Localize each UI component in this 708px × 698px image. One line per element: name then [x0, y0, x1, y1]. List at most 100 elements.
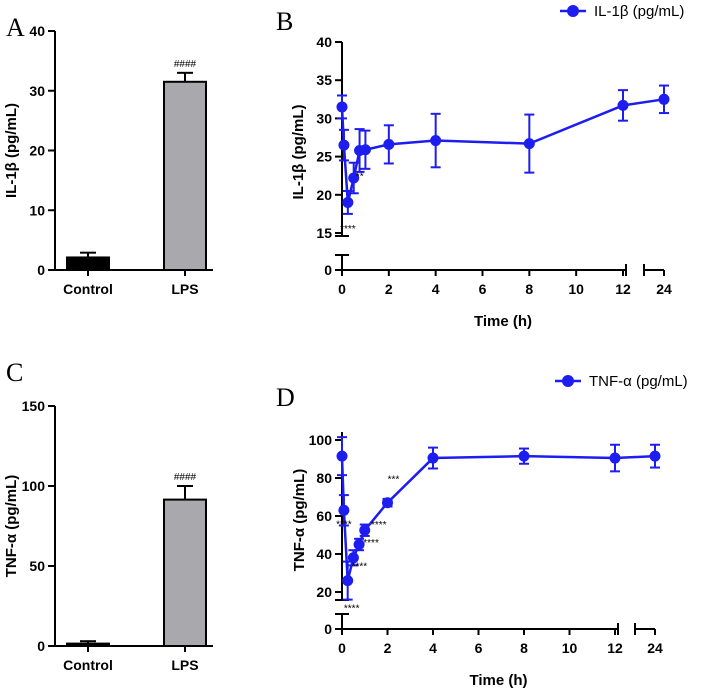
data-point	[382, 497, 393, 509]
data-point	[518, 450, 530, 462]
x-tick-label: 2	[384, 640, 392, 656]
x-tick-label: 4	[429, 640, 437, 656]
data-point	[347, 552, 359, 564]
x-tick-label: LPS	[171, 657, 198, 673]
y-axis-title: IL-1β (pg/mL)	[3, 103, 20, 198]
x-tick-label: 10	[568, 281, 584, 297]
y-tick-label: 20	[29, 143, 45, 159]
y-tick-label: 20	[316, 187, 332, 203]
y-tick-label: 35	[316, 72, 332, 88]
y-tick-label: 50	[29, 558, 45, 574]
panel-a-letter: A	[6, 13, 25, 42]
x-axis-title: Time (h)	[474, 313, 532, 330]
y-tick-label: 80	[316, 470, 332, 486]
x-tick-label: 8	[520, 640, 528, 656]
y-tick-label: 0	[37, 638, 45, 654]
y-tick-label: 0	[37, 262, 45, 278]
significance-label: ****	[340, 224, 356, 235]
data-point	[342, 196, 354, 208]
y-tick-label: 150	[22, 398, 46, 414]
significance-label: ***	[388, 475, 400, 486]
x-tick-label: 4	[432, 281, 440, 297]
significance-label: ****	[344, 604, 360, 615]
panel-c: C 0 50 100 150 TNF-α (pg/mL) Control LPS ####	[3, 358, 213, 673]
legend-label: IL-1β (pg/mL)	[594, 3, 684, 20]
data-point	[617, 99, 629, 111]
x-tick-label: 10	[562, 640, 578, 656]
legend-marker	[567, 5, 579, 17]
y-axis-title: IL-1β (pg/mL)	[290, 105, 307, 200]
bar-control	[66, 642, 110, 647]
significance-label: ####	[174, 59, 197, 70]
y-tick-label: 40	[29, 23, 45, 39]
bar-lps	[163, 498, 207, 647]
panel-a: A 0 10 20 30 40 IL-1β (pg/mL) Control LPS ####	[3, 13, 213, 297]
data-point	[427, 452, 439, 464]
x-tick-label: 0	[338, 281, 346, 297]
y-axis-title: TNF-α (pg/mL)	[3, 475, 20, 578]
bar-lps	[163, 80, 207, 271]
y-tick-label: 10	[29, 202, 45, 218]
significance-label: ****	[371, 520, 387, 531]
data-point	[359, 144, 371, 156]
x-tick-label: Control	[63, 657, 113, 673]
x-tick-label: Control	[63, 281, 113, 297]
y-tick-label: 15	[316, 225, 332, 241]
y-tick-label: 40	[316, 546, 332, 562]
data-point	[523, 138, 535, 150]
data-point	[649, 450, 661, 462]
y-tick-label: 20	[316, 584, 332, 600]
y-tick-label: 60	[316, 508, 332, 524]
significance-label: ****	[352, 561, 368, 572]
data-point	[658, 93, 670, 105]
x-tick-label: 8	[525, 281, 533, 297]
data-point	[430, 135, 442, 147]
x-tick-label: 12	[615, 281, 631, 297]
y-tick-label: 0	[324, 262, 332, 278]
data-point	[336, 450, 348, 462]
data-point	[338, 504, 350, 516]
x-tick-label: 12	[607, 640, 623, 656]
significance-label: ****	[336, 520, 352, 531]
y-tick-label: 30	[316, 110, 332, 126]
y-tick-label: 40	[316, 34, 332, 50]
x-tick-label: 6	[479, 281, 487, 297]
y-tick-label: 0	[324, 621, 332, 637]
significance-label: ****	[363, 538, 379, 549]
x-tick-label: 0	[338, 640, 346, 656]
x-tick-label: 2	[385, 281, 393, 297]
x-tick-label: LPS	[171, 281, 198, 297]
significance-label: **	[356, 171, 364, 182]
data-point	[609, 452, 621, 464]
series-line-right	[614, 454, 656, 460]
data-point	[348, 172, 360, 184]
data-point	[336, 101, 348, 113]
legend-marker	[562, 375, 574, 387]
y-tick-label: 25	[316, 149, 332, 165]
panel-c-letter: C	[6, 358, 23, 387]
y-axis-title: TNF-α (pg/mL)	[291, 469, 308, 572]
x-tick-label: 6	[475, 640, 483, 656]
significance-label: ####	[174, 472, 197, 483]
series-line	[340, 454, 616, 581]
y-tick-label: 100	[309, 432, 333, 448]
x-tick-label: 24	[647, 640, 663, 656]
data-point	[342, 575, 354, 587]
x-axis-title: Time (h)	[469, 672, 527, 689]
bar-control	[66, 256, 110, 272]
x-tick-label: 24	[656, 281, 672, 297]
series-line-right	[622, 98, 665, 107]
y-tick-label: 100	[22, 478, 46, 494]
data-point	[383, 138, 395, 150]
series-line	[340, 104, 624, 203]
panel-d-letter: D	[276, 383, 295, 412]
data-point	[353, 539, 365, 550]
legend-label: TNF-α (pg/mL)	[589, 373, 688, 390]
y-tick-label: 30	[29, 83, 45, 99]
panel-b-letter: B	[276, 7, 293, 36]
data-point	[359, 524, 371, 536]
data-point	[338, 139, 350, 151]
